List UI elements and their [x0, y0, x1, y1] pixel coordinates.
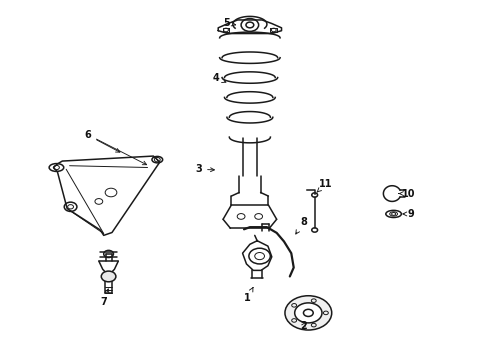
Text: 10: 10	[399, 189, 415, 199]
Text: 11: 11	[317, 179, 332, 192]
Circle shape	[285, 296, 332, 330]
Text: 2: 2	[300, 321, 307, 331]
Text: 9: 9	[403, 209, 414, 219]
Circle shape	[101, 271, 116, 282]
Text: 7: 7	[100, 289, 109, 307]
Text: 1: 1	[244, 287, 253, 303]
Text: 8: 8	[296, 217, 307, 234]
Text: 5: 5	[223, 18, 236, 28]
Text: 3: 3	[196, 164, 215, 174]
Circle shape	[294, 303, 322, 323]
Text: 6: 6	[85, 130, 120, 152]
Text: 4: 4	[212, 73, 226, 83]
